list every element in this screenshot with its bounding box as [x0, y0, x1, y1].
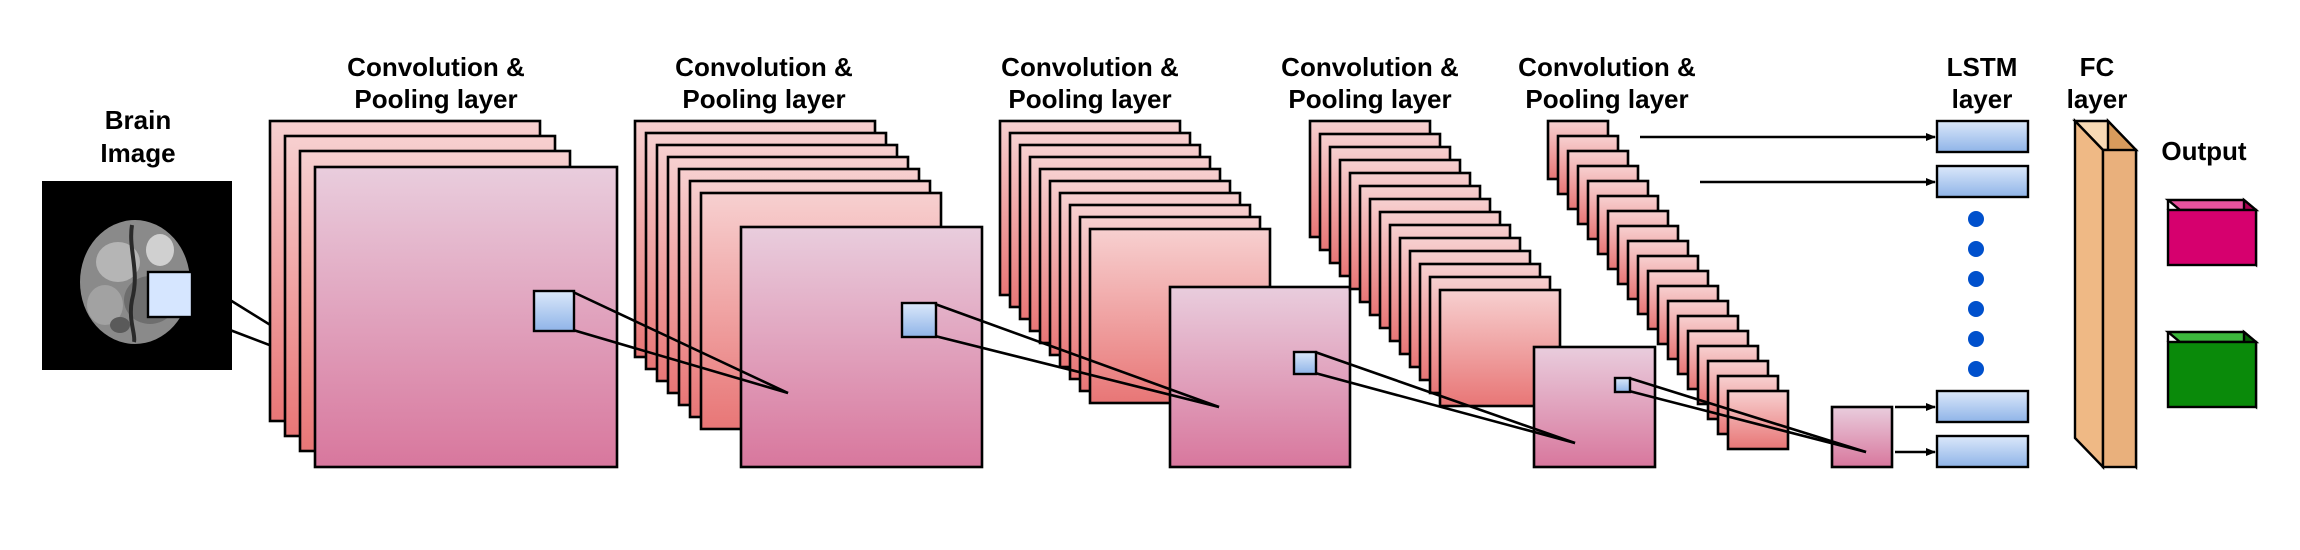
conv3-kernel — [1292, 350, 1318, 376]
output-label: Output — [2161, 136, 2247, 166]
lstm-cell-4 — [1935, 434, 2030, 469]
conv3-label-line1: Convolution & — [1001, 52, 1179, 82]
lstm-ellipsis-dots — [1968, 211, 1984, 377]
conv2-front-feature-map — [739, 225, 984, 469]
conv4-feature-map-stack — [1308, 119, 1657, 469]
input-receptive-field — [146, 270, 194, 319]
conv4-front-feature-map — [1532, 345, 1657, 469]
conv3-link-upper — [1314, 350, 1576, 445]
lstm-section: LSTM layer — [1640, 52, 2030, 469]
lstm-cell-1 — [1935, 119, 2030, 154]
conv2-link-lower — [934, 334, 1220, 409]
conv4-kernel — [1613, 376, 1632, 394]
conv4-link-upper — [1628, 376, 1867, 454]
brain-image — [42, 181, 232, 370]
input-section: Brain Image — [42, 105, 357, 380]
conv1-label-line1: Convolution & — [347, 52, 525, 82]
conv4-label-line2: Pooling layer — [1288, 84, 1451, 114]
fc-label-line1: FC — [2080, 52, 2115, 82]
conv1-kernel — [532, 289, 576, 333]
conv2-label-line2: Pooling layer — [682, 84, 845, 114]
conv3-link-lower — [1314, 371, 1576, 445]
conv4-link-lower — [1628, 389, 1867, 454]
output-cube-magenta — [2164, 197, 2260, 268]
input-label-line1: Brain — [105, 105, 171, 135]
lstm-label-line2: layer — [1952, 84, 2013, 114]
conv-layer-labels: Convolution & Pooling layer Convolution … — [347, 52, 1696, 114]
conv1-label-line2: Pooling layer — [354, 84, 517, 114]
conv5-label-line2: Pooling layer — [1525, 84, 1688, 114]
conv2-link-upper — [934, 302, 1220, 409]
conv2-feature-map-stack — [633, 119, 984, 469]
fc-layer-block — [2072, 118, 2139, 470]
conv3-feature-map-stack — [998, 119, 1352, 469]
output-cube-green — [2164, 329, 2260, 410]
fc-label-line2: layer — [2067, 84, 2128, 114]
lstm-cell-2 — [1935, 164, 2030, 199]
conv2-label-line1: Convolution & — [675, 52, 853, 82]
conv3-label-line2: Pooling layer — [1008, 84, 1171, 114]
output-section: Output — [2161, 136, 2260, 410]
conv5-label-line1: Convolution & — [1518, 52, 1696, 82]
lstm-label-line1: LSTM — [1947, 52, 2018, 82]
conv4-label-line1: Convolution & — [1281, 52, 1459, 82]
conv2-kernel — [900, 301, 938, 339]
conv3-front-feature-map — [1168, 285, 1352, 469]
conv1-link-upper — [572, 290, 789, 395]
conv5-front-feature-map — [1830, 405, 1894, 469]
input-label-line2: Image — [100, 138, 175, 168]
conv5-feature-map-stack — [1546, 119, 1894, 469]
conv1-link-lower — [572, 328, 789, 395]
lstm-cell-3 — [1935, 389, 2030, 424]
layer-connections — [532, 289, 1867, 454]
conv1-feature-map-stack — [268, 119, 619, 469]
fc-section: FC layer — [2067, 52, 2139, 470]
